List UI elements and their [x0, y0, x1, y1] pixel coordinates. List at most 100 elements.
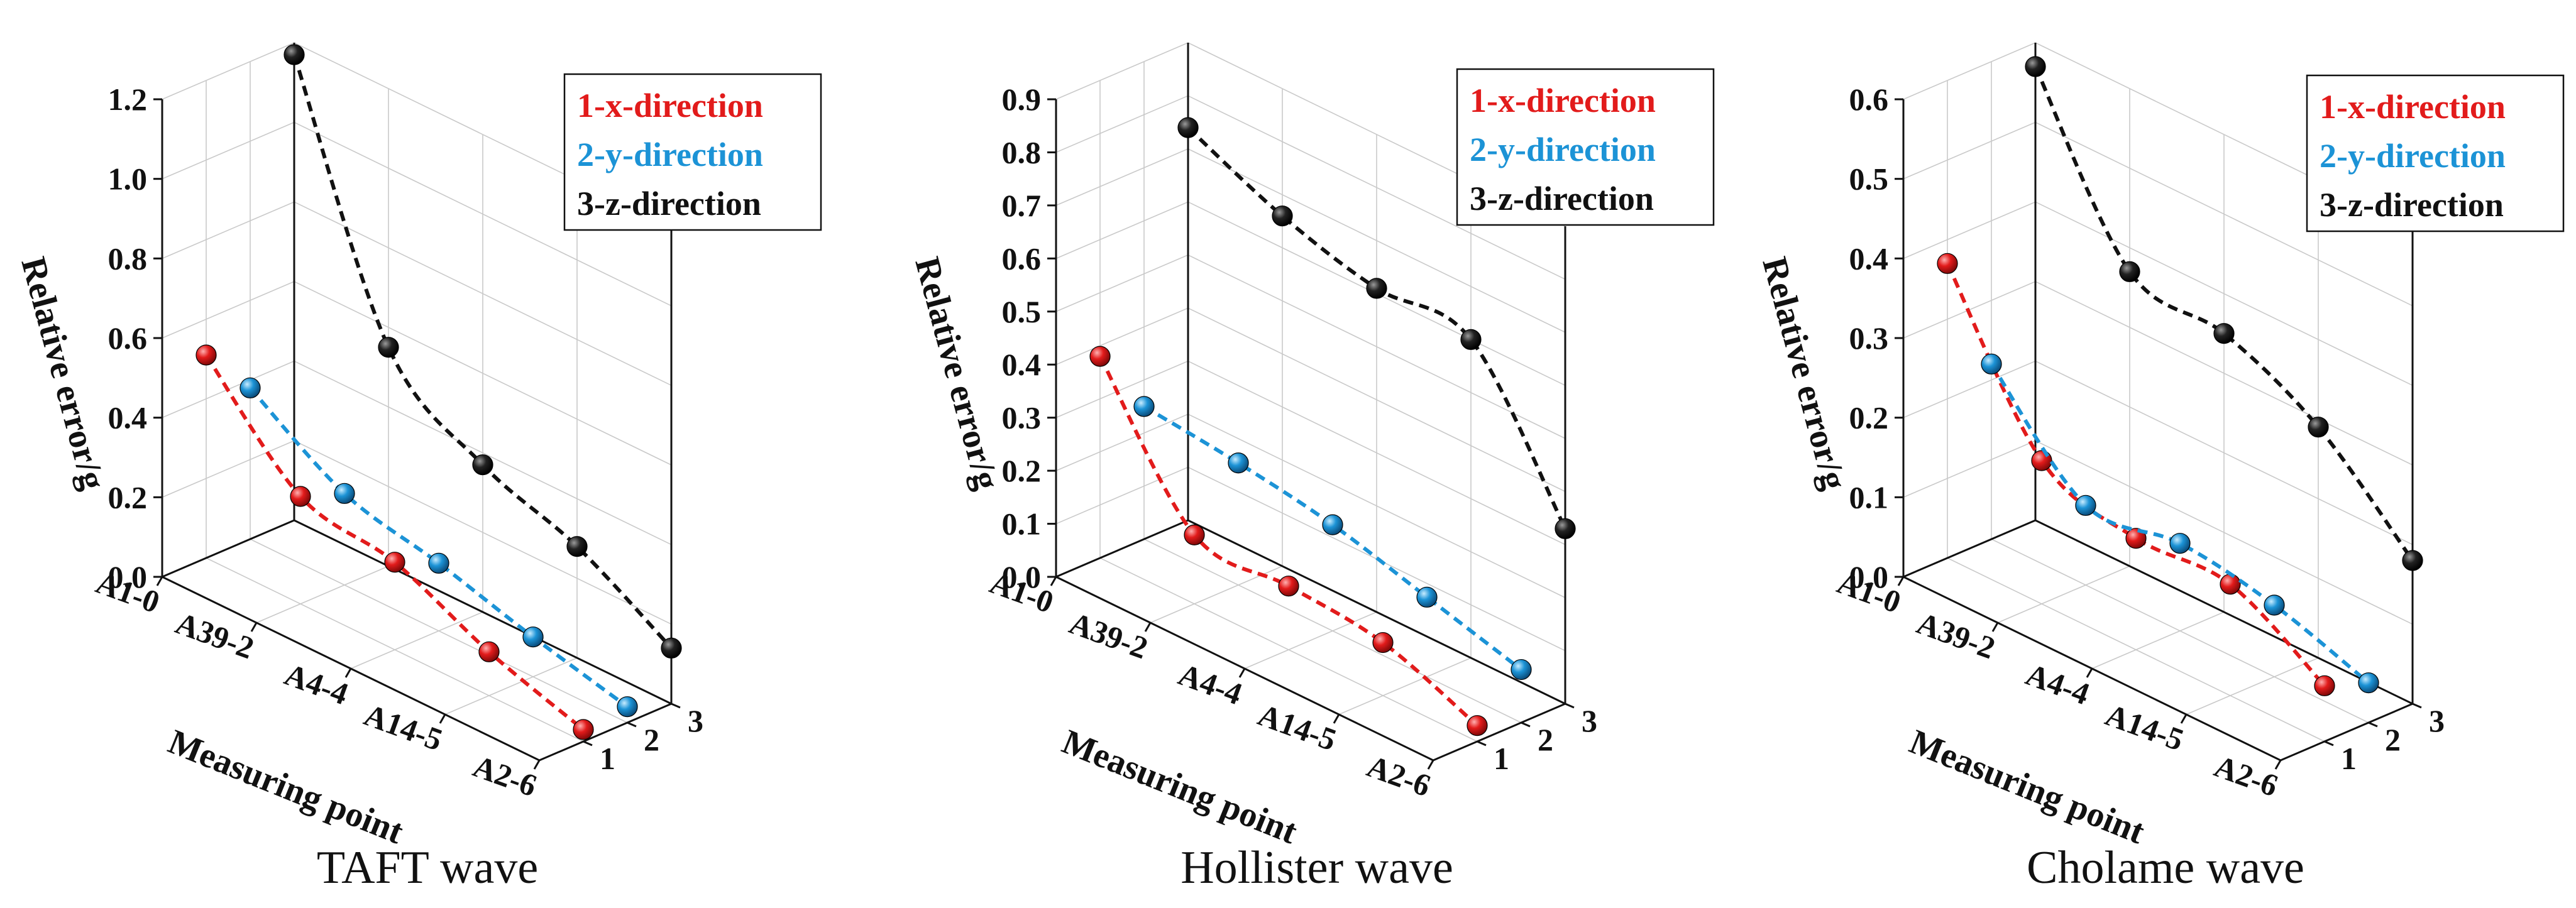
grid-line-y-5 — [1055, 254, 1566, 439]
z-tick-label: 3 — [2429, 703, 2445, 738]
z-tick-label: 3 — [1582, 703, 1597, 738]
legend-label-x: 1-x-direction — [1470, 82, 1656, 119]
data-point-z-3 — [2213, 323, 2235, 344]
y-axis-title: Relative error/g — [13, 253, 113, 494]
data-point-y-5 — [1511, 659, 1532, 681]
grid-line-floor-2 — [350, 611, 483, 669]
data-point-x-2 — [1184, 524, 1205, 545]
data-point-z-2 — [1272, 205, 1293, 227]
y-tick-label: 0.4 — [1002, 347, 1042, 382]
data-point-y-5 — [617, 696, 638, 718]
x-tick-mark — [344, 668, 352, 678]
x-tick-mark — [2274, 760, 2282, 770]
data-point-x-5 — [573, 719, 594, 740]
data-point-x-5 — [1467, 715, 1488, 736]
grid-line-floor-z-1 — [1099, 557, 1478, 742]
floor-back-edges — [1903, 519, 2413, 705]
grid-line-floor-z-1 — [206, 557, 584, 742]
x-tick-mark — [1238, 668, 1246, 678]
grid-line-floor-z-2 — [250, 539, 628, 723]
data-point-z-4 — [566, 536, 588, 557]
x-tick-mark — [2086, 668, 2093, 678]
y-tick-label: 1.2 — [108, 82, 148, 117]
z-tick-mark — [2412, 703, 2422, 709]
data-point-z-4 — [2308, 417, 2329, 438]
chart-panel-3: 0.00.10.20.30.40.50.6A1-0A39-2A4-4A14-5A… — [1754, 42, 2565, 894]
data-point-y-4 — [2264, 594, 2285, 616]
grid-line-y-6 — [1055, 201, 1566, 386]
data-point-z-5 — [661, 637, 682, 659]
data-point-y-3 — [428, 552, 449, 574]
legend-box — [1456, 68, 1715, 226]
data-point-y-4 — [522, 626, 544, 648]
y-tick-label: 0.2 — [1002, 453, 1042, 488]
y-tick-label: 0.4 — [1849, 241, 1889, 276]
floor-back-edges — [1055, 519, 1566, 705]
data-point-x-1 — [1089, 346, 1111, 367]
z-tick-mark — [1521, 721, 1531, 728]
data-point-y-2 — [334, 483, 355, 504]
y-tick-label: 0.1 — [1849, 479, 1889, 515]
panel-caption: Cholame wave — [2027, 842, 2304, 894]
x-tick-mark — [1333, 714, 1340, 724]
data-point-x-4 — [1372, 632, 1394, 654]
grid-line-y-2 — [1055, 413, 1566, 598]
z-tick-mark — [671, 703, 681, 709]
data-point-x-3 — [2125, 528, 2147, 549]
x-tick-mark — [1897, 576, 1905, 586]
x-tick-label: A39-2 — [1065, 605, 1152, 665]
data-point-x-3 — [1278, 576, 1299, 597]
x-axis-title: Measuring point — [1904, 722, 2150, 851]
chart-panel-1: 0.00.20.40.60.81.01.2A1-0A39-2A4-4A14-5A… — [13, 42, 822, 894]
legend-label-z: 3-z-direction — [2320, 186, 2504, 224]
z-tick-label: 1 — [600, 741, 615, 776]
y-tick-label: 0.4 — [108, 400, 148, 435]
z-tick-mark — [1565, 703, 1575, 709]
series-line-y — [1990, 363, 2370, 685]
data-point-x-2 — [290, 486, 311, 507]
legend: 1-x-direction 2-y-direction 3-z-direction — [2306, 74, 2565, 232]
z-tick-label: 2 — [1538, 722, 1553, 757]
y-tick-label: 0.5 — [1849, 161, 1889, 197]
data-point-y-5 — [2358, 672, 2379, 694]
legend-label-y: 2-y-direction — [1470, 131, 1656, 168]
grid-line-floor-1 — [256, 566, 389, 623]
data-point-x-5 — [2314, 675, 2335, 696]
y-tick-label: 0.7 — [1002, 188, 1042, 223]
data-point-z-4 — [1460, 329, 1482, 350]
y-tick-label: 0.2 — [1849, 400, 1889, 435]
legend-box — [2306, 74, 2565, 232]
grid-line-floor-z-2 — [1143, 539, 1522, 723]
grid-line-y-1 — [1903, 440, 2413, 625]
grid-line-floor-3 — [2186, 657, 2319, 715]
data-point-z-1 — [1177, 117, 1199, 138]
y-tick-label: 0.8 — [1002, 134, 1042, 170]
grid-line-y-1 — [1055, 466, 1566, 652]
grid-line-floor-3 — [444, 657, 578, 715]
y-tick-label: 0.9 — [1002, 82, 1042, 117]
data-point-y-1 — [1133, 396, 1155, 417]
data-point-y-3 — [1322, 514, 1343, 535]
x-tick-mark — [439, 714, 446, 724]
y-tick-label: 1.0 — [108, 161, 148, 197]
data-point-x-4 — [478, 641, 500, 662]
y-tick-label: 0.5 — [1002, 294, 1042, 329]
z-tick-mark — [583, 740, 593, 747]
series-line-y — [248, 386, 629, 709]
x-tick-mark — [250, 622, 258, 632]
data-point-y-2 — [2075, 495, 2096, 516]
data-point-x-4 — [2220, 574, 2241, 595]
data-point-y-1 — [1981, 353, 2002, 375]
x-tick-label: A14-5 — [1253, 697, 1341, 757]
legend-label-z: 3-z-direction — [577, 185, 761, 222]
data-point-z-3 — [1366, 278, 1387, 299]
x-axis-title: Measuring point — [1057, 722, 1302, 851]
y-tick-label: 0.0 — [1849, 559, 1889, 594]
grid-line-floor-1 — [1997, 566, 2130, 623]
grid-line-y-1 — [162, 440, 672, 625]
x-tick-label: A1-0 — [92, 565, 165, 620]
y-tick-label: 0.3 — [1002, 400, 1042, 435]
data-point-x-2 — [2031, 450, 2052, 471]
y-tick-label: 0.6 — [1849, 82, 1889, 117]
